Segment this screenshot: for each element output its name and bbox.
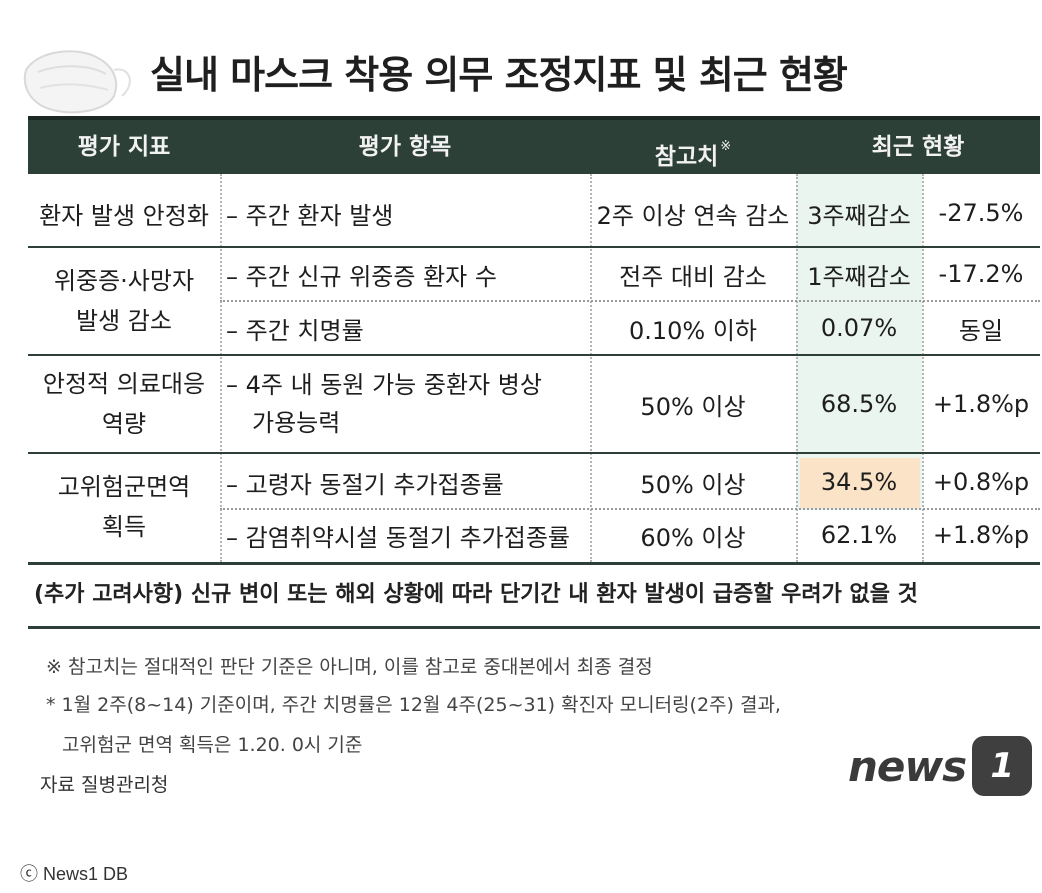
status-cell: 1주째감소 — [807, 262, 911, 291]
face-mask-illustration — [23, 50, 131, 114]
reference-cell: 0.10% 이하 — [628, 316, 758, 345]
status-cell: 34.5% — [820, 468, 898, 496]
status-highlight — [796, 174, 922, 510]
reference-mark: ※ — [720, 139, 732, 154]
logo-badge: 1 — [972, 736, 1033, 796]
item-cell: – 4주 내 동원 가능 중환자 병상 가용능력 — [220, 356, 590, 452]
indicator-cell: 위중증·사망자 발생 감소 — [28, 248, 220, 354]
sub-row-separator — [220, 300, 1040, 302]
item-cell: – 주간 신규 위중증 환자 수 — [226, 262, 497, 291]
header-reference-label: 참고치 — [654, 144, 719, 170]
status-cell: 0.07% — [820, 314, 898, 342]
sub-row-separator — [220, 508, 1040, 510]
row-separator — [28, 354, 1040, 356]
indicator-line: 고위험군면역 — [57, 473, 191, 501]
copyright-text: ⓒ News1 DB — [20, 864, 129, 884]
reference-cell: 60% 이상 — [640, 523, 746, 552]
reference-footnote: ※ 참고치는 절대적인 판단 기준은 아니며, 이를 참고로 중대본에서 최종 … — [46, 656, 653, 678]
divider — [28, 626, 1040, 629]
item-cell: – 주간 환자 발생 — [226, 201, 394, 230]
reference-cell: 50% 이상 — [640, 470, 746, 499]
header-reference: 참고치 ※ — [590, 120, 796, 174]
basis-footnote-continued: 고위험군 면역 획득은 1.20. 0시 기준 — [62, 734, 363, 756]
column-separator — [590, 174, 592, 562]
change-cell: +0.8%p — [932, 468, 1030, 496]
status-highlight-warning — [800, 458, 920, 508]
indicator-cell: 안정적 의료대응 역량 — [28, 356, 220, 452]
item-line: – 4주 내 동원 가능 중환자 병상 — [226, 371, 542, 399]
indicator-line: 역량 — [101, 410, 147, 438]
page-title: 실내 마스크 착용 의무 조정지표 및 최근 현황 — [150, 53, 848, 97]
column-separator — [922, 174, 924, 562]
reference-cell: 전주 대비 감소 — [619, 262, 767, 291]
item-cell: – 감염취약시설 동절기 추가접종률 — [226, 523, 571, 552]
item-cell: – 주간 치명률 — [226, 316, 364, 345]
indicator-table: 평가 지표 평가 항목 참고치 ※ 최근 현황 환자 발생 안정화 – 주간 환자… — [28, 116, 1040, 565]
reference-cell: 2주 이상 연속 감소 — [596, 201, 790, 230]
column-separator — [220, 174, 222, 562]
change-cell: -27.5% — [938, 199, 1024, 227]
source-credit: 자료 질병관리청 — [40, 774, 169, 796]
status-cell: 68.5% — [820, 390, 898, 418]
column-separator — [796, 174, 798, 562]
row-separator — [28, 452, 1040, 454]
status-cell: 62.1% — [820, 521, 898, 549]
header-indicator: 평가 지표 — [77, 134, 171, 160]
basis-footnote: * 1월 2주(8~14) 기준이며, 주간 치명률은 12월 4주(25~31… — [46, 694, 781, 716]
indicator-cell: 고위험군면역 획득 — [28, 454, 220, 560]
logo-text: news — [848, 741, 967, 791]
change-cell: -17.2% — [938, 260, 1024, 288]
item-cell: – 고령자 동절기 추가접종률 — [226, 470, 504, 499]
item-line: 가용능력 — [252, 409, 341, 437]
indicator-cell: 환자 발생 안정화 — [39, 201, 209, 230]
row-separator — [28, 246, 1040, 248]
change-cell: +1.8%p — [932, 390, 1030, 418]
indicator-line: 안정적 의료대응 — [42, 370, 206, 398]
indicator-line: 발생 감소 — [76, 307, 172, 335]
indicator-line: 위중증·사망자 — [53, 267, 195, 295]
header-status: 최근 현황 — [871, 134, 965, 160]
status-cell: 3주째감소 — [807, 201, 911, 230]
indicator-line: 획득 — [101, 513, 147, 541]
header-item: 평가 항목 — [358, 134, 452, 160]
table-header: 평가 지표 평가 항목 참고치 ※ 최근 현황 — [28, 116, 1040, 174]
reference-cell: 50% 이상 — [640, 392, 746, 421]
news1-logo: news 1 — [848, 735, 1033, 797]
change-cell: +1.8%p — [932, 521, 1030, 549]
additional-consideration-note: (추가 고려사항) 신규 변이 또는 해외 상황에 따라 단기간 내 환자 발생… — [34, 582, 918, 607]
change-cell: 동일 — [958, 316, 1004, 345]
